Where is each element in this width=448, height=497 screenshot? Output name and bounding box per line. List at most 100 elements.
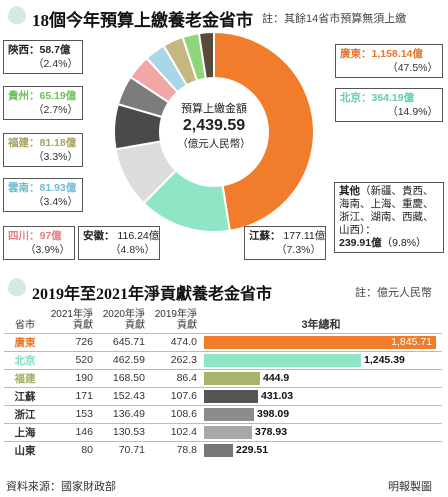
slice-value: 116.24億	[117, 230, 160, 242]
source-note: 資料來源：國家財政部	[6, 481, 116, 493]
total-bar: 431.03	[204, 389, 293, 403]
province-cell: 江蘇	[14, 390, 36, 403]
total-bar: 398.09	[204, 407, 289, 421]
slice-name: 安徽	[83, 230, 104, 242]
donut-center-total: 2,439.59	[182, 117, 246, 134]
slice-value: 58.7億	[39, 44, 71, 56]
donut-center: 預算上繳金額 2,439.59 （億元人民幣）	[172, 100, 256, 151]
value-2020-cell: 70.71	[118, 444, 145, 457]
water-drop-icon	[8, 278, 26, 296]
total-bar-cell: 1,245.39	[200, 351, 442, 369]
slice-pct: （3.9%）	[25, 244, 70, 256]
slice-value: 364.19億	[371, 92, 415, 104]
value-2019-cell: 262.3	[170, 354, 197, 366]
province-cell: 廣東	[14, 336, 36, 349]
slice-label-jiangsu: 江蘇： 177.11億 （7.3%）	[244, 226, 326, 260]
table-note: 註：億元人民幣	[355, 287, 432, 299]
total-value-label: 229.51	[236, 443, 269, 456]
slice-label-yunnan: 雲南：81.93億 （3.4%）	[3, 178, 83, 212]
slice-pct: （3.4%）	[33, 196, 78, 208]
slice-name: 四川	[8, 230, 29, 242]
col-header: 2020年淨貢獻	[102, 308, 145, 331]
value-2021-cell: 153	[75, 408, 93, 420]
total-bar: 378.93	[204, 425, 287, 439]
value-2020-cell: 152.43	[112, 390, 145, 402]
slice-pct: （14.9%）	[387, 106, 438, 118]
table-row: 福建 190 168.50 86.4 444.9	[4, 369, 442, 387]
province-cell: 山東	[14, 444, 36, 457]
value-2019-cell: 108.6	[170, 408, 197, 420]
slice-label-beijing: 北京：364.19億 （14.9%）	[335, 88, 443, 122]
total-bar: 1,845.71	[204, 335, 436, 349]
value-2020-cell: 462.59	[112, 354, 145, 366]
total-bar: 444.9	[204, 371, 289, 385]
total-bar-cell: 431.03	[200, 387, 442, 405]
value-2019-cell: 86.4	[176, 372, 197, 384]
slice-name: 福建	[8, 137, 29, 149]
table-row: 北京 520 462.59 262.3 1,245.39	[4, 351, 442, 369]
donut-slice-0	[213, 30, 315, 232]
slice-value: 97億	[39, 230, 62, 242]
total-bar: 229.51	[204, 443, 268, 457]
slice-name: 雲南	[8, 182, 29, 194]
contribution-table: 省市 2021年淨貢獻 2020年淨貢獻 2019年淨貢獻 3年總和 廣東 726…	[4, 307, 442, 459]
slice-pct: （2.7%）	[33, 104, 78, 116]
slice-name: 其他	[339, 185, 360, 197]
total-value-label: 398.09	[257, 407, 290, 420]
value-2019-cell: 102.4	[170, 426, 197, 438]
slice-pct: （2.4%）	[33, 58, 78, 70]
slice-label-sichuan: 四川：97億 （3.9%）	[3, 226, 75, 260]
slice-value: 65.19億	[39, 90, 77, 102]
total-bar-cell: 444.9	[200, 369, 442, 387]
total-bar: 1,245.39	[204, 353, 405, 367]
slice-label-guizhou: 貴州：65.19億 （2.7%）	[3, 86, 83, 120]
value-2021-cell: 726	[75, 336, 93, 348]
value-2020-cell: 645.71	[112, 336, 145, 348]
table-title: 2019年至2021年淨貢獻養老金省市	[32, 286, 273, 303]
slice-pct: （47.5%）	[387, 62, 438, 74]
value-2020-cell: 168.50	[112, 372, 145, 384]
slice-label-shaanxi: 陝西：58.7億 （2.4%）	[3, 40, 83, 74]
total-value-label: 431.03	[261, 389, 294, 402]
donut-chart	[113, 30, 315, 233]
table-row: 上海 146 130.53 102.4 378.93	[4, 423, 442, 441]
slice-value: 81.18億	[39, 137, 77, 149]
slice-pct: （4.8%）	[110, 244, 155, 256]
total-bar-cell: 229.51	[200, 441, 442, 459]
total-bar-cell: 398.09	[200, 405, 442, 423]
province-cell: 上海	[14, 426, 36, 439]
total-bar-cell: 378.93	[200, 423, 442, 441]
province-cell: 福建	[14, 372, 36, 385]
pie-note: 註：其餘14省市預算無須上繳	[262, 13, 407, 25]
table-row: 江蘇 171 152.43 107.6 431.03	[4, 387, 442, 405]
value-2020-cell: 130.53	[112, 426, 145, 438]
value-2019-cell: 107.6	[170, 390, 197, 402]
value-2020-cell: 136.49	[112, 408, 145, 420]
total-value-label: 378.93	[255, 425, 288, 438]
slice-value: 239.91億	[339, 237, 382, 249]
col-header: 省市	[15, 319, 35, 331]
slice-detail: （新疆、貴西、海南、上海、重慶、浙江、湖南、西藏、山西）：	[339, 185, 434, 236]
donut-hole	[161, 79, 267, 185]
value-2021-cell: 80	[81, 444, 93, 457]
slice-name: 江蘇	[249, 230, 270, 242]
donut-slice-9	[197, 30, 215, 80]
donut-center-label: 預算上繳金額	[181, 103, 247, 115]
value-2021-cell: 146	[75, 426, 93, 438]
table-row: 廣東 726 645.71 474.0 1,845.71	[4, 333, 442, 351]
slice-value: 81.93億	[39, 182, 77, 194]
col-header: 2019年淨貢獻	[154, 308, 197, 331]
donut-center-unit: （億元人民幣）	[177, 138, 251, 150]
slice-label-others: 其他（新疆、貴西、海南、上海、重慶、浙江、湖南、西藏、山西）： 239.91億（…	[334, 182, 444, 253]
table-row: 山東 80 70.71 78.8 229.51	[4, 441, 442, 459]
value-2021-cell: 520	[75, 354, 93, 366]
total-bar-cell: 1,845.71	[200, 333, 442, 351]
slice-name: 貴州	[8, 90, 29, 102]
slice-value: 177.11億	[283, 230, 326, 242]
slice-name: 廣東	[340, 48, 361, 60]
slice-label-anhui: 安徽： 116.24億 （4.8%）	[78, 226, 160, 260]
col-header: 2021年淨貢獻	[50, 308, 93, 331]
credit-note: 明報製圖	[388, 481, 432, 493]
total-value-label: 1,845.71	[391, 335, 432, 348]
total-value-label: 444.9	[263, 371, 290, 384]
